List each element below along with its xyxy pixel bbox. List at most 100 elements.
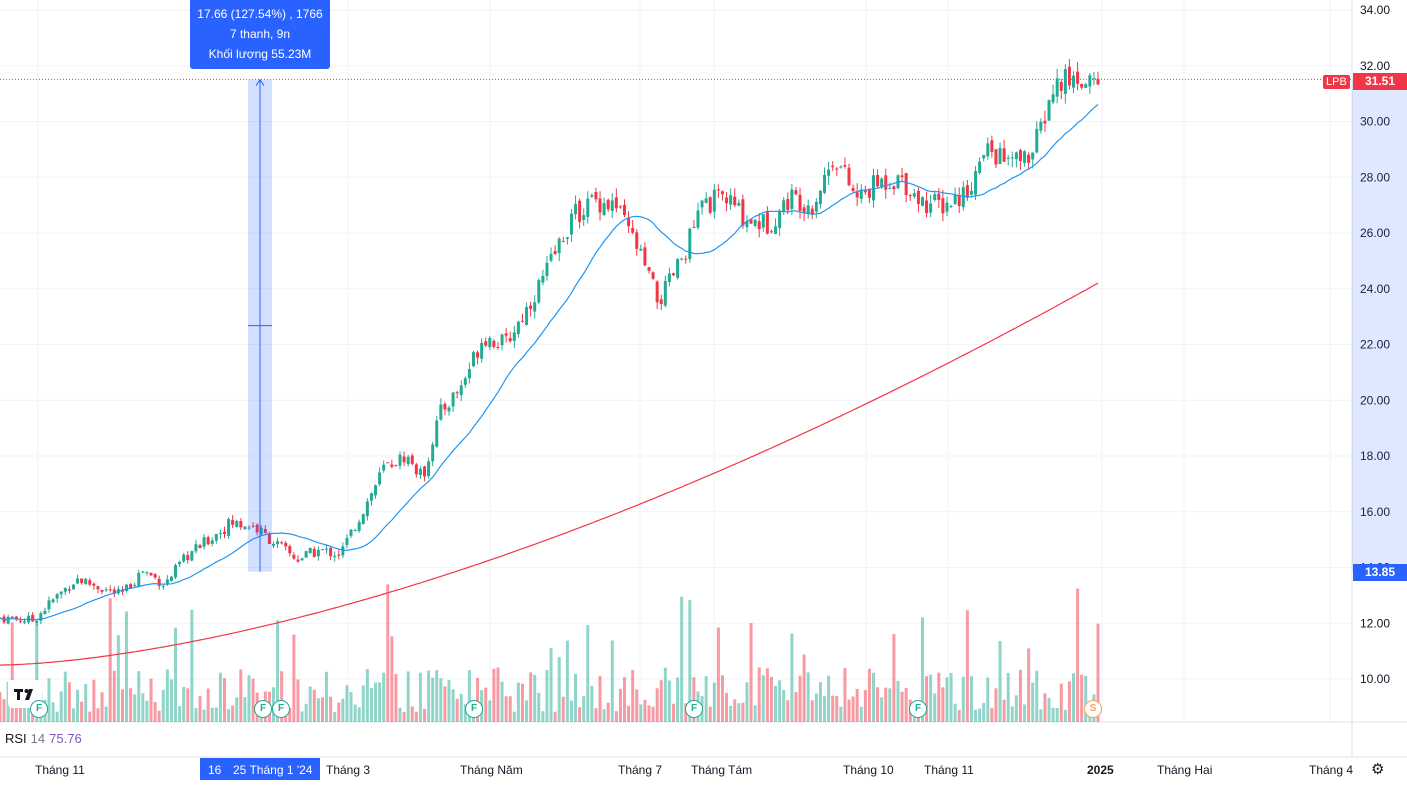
volume-bar — [276, 620, 280, 722]
volume-bar — [941, 687, 945, 722]
event-badge[interactable]: S — [1084, 700, 1102, 718]
volume-bar — [810, 700, 814, 722]
candle-body — [774, 226, 778, 235]
candle-body — [480, 342, 484, 359]
volume-bar — [496, 667, 500, 722]
volume-bar — [390, 636, 394, 722]
volume-bar — [863, 690, 867, 722]
event-badge[interactable]: F — [254, 700, 272, 718]
volume-bar — [325, 671, 329, 722]
volume-bar — [1080, 674, 1084, 722]
candle-body — [276, 541, 280, 545]
candle-body — [965, 185, 969, 198]
volume-bar — [210, 707, 214, 722]
candle-body — [100, 589, 104, 592]
volume-bar — [733, 699, 737, 722]
candle-body — [386, 462, 390, 464]
volume-bar — [778, 680, 782, 722]
candle-body — [14, 616, 18, 620]
candle-body — [986, 143, 990, 157]
candle-body — [361, 514, 365, 524]
price-tick-label: 16.00 — [1360, 505, 1390, 519]
volume-bar — [790, 633, 794, 722]
event-badge[interactable]: F — [685, 700, 703, 718]
candle-body — [178, 561, 182, 565]
volume-bar — [937, 672, 941, 722]
candle-body — [643, 247, 647, 266]
event-badge[interactable]: F — [272, 700, 290, 718]
volume-bar — [688, 600, 692, 722]
volume-bar — [202, 709, 206, 722]
volume-bar — [725, 692, 729, 722]
candle-body — [1039, 121, 1043, 131]
volume-bar — [206, 688, 210, 722]
volume-bar — [476, 677, 480, 722]
volume-bar — [145, 700, 149, 722]
volume-bar — [345, 685, 349, 722]
last-price-tag: 31.51 — [1353, 73, 1407, 90]
candle-body — [778, 210, 782, 228]
settings-gear-icon[interactable]: ⚙ — [1371, 761, 1385, 778]
volume-bar — [1055, 707, 1059, 722]
volume-bar — [329, 696, 333, 722]
candle-body — [410, 455, 414, 464]
candle-body — [484, 341, 488, 346]
time-axis-highlight: 16 25 Tháng 1 '24 — [200, 758, 320, 780]
candle-body — [504, 333, 508, 336]
price-tick-label: 32.00 — [1360, 59, 1390, 73]
volume-bar — [818, 682, 822, 722]
volume-bar — [1018, 669, 1022, 722]
volume-bar — [435, 670, 439, 722]
rsi-legend[interactable]: RSI 14 75.76 — [5, 731, 82, 746]
candle-body — [745, 220, 749, 228]
volume-bar — [288, 707, 292, 722]
candle-body — [1076, 71, 1080, 84]
candle-body — [51, 599, 55, 603]
volume-bar — [406, 671, 410, 722]
candle-body — [492, 340, 496, 347]
candle-body — [929, 203, 933, 213]
event-badge[interactable]: F — [909, 700, 927, 718]
volume-bar — [533, 674, 537, 722]
volume-bar — [720, 675, 724, 722]
candle-body — [769, 231, 773, 233]
candle-body — [133, 584, 137, 587]
volume-bar — [492, 668, 496, 722]
volume-bar — [292, 634, 296, 722]
candle-body — [455, 392, 459, 394]
candle-body — [500, 334, 504, 346]
time-tick-label: Tháng 11 — [924, 763, 974, 777]
price-axis[interactable]: 34.00 32.00 30.00 28.00 26.00 24.00 22.00 20.00… — [1360, 3, 1390, 686]
candle-body — [937, 193, 941, 200]
candle-body — [957, 194, 961, 206]
volume-bar — [843, 667, 847, 722]
candle-body — [67, 589, 71, 591]
volume-bar — [647, 705, 651, 722]
volume-bar — [1014, 695, 1018, 722]
volume-bar — [1059, 683, 1063, 722]
volume-bar — [418, 672, 422, 722]
candle-body — [288, 546, 292, 554]
event-badge[interactable]: F — [465, 700, 483, 718]
volume-bar — [431, 677, 435, 722]
event-badge[interactable]: F — [30, 700, 48, 718]
candle-body — [1067, 66, 1071, 86]
volume-bar — [231, 705, 235, 722]
time-axis[interactable]: Tháng 11 Tháng 3 Tháng Năm Tháng 7 Tháng Tám… — [0, 759, 1407, 781]
measure-tool[interactable] — [248, 78, 1407, 780]
candle-body — [961, 187, 965, 208]
volume-bar — [1023, 704, 1027, 722]
candle-body — [227, 519, 231, 536]
rsi-period: 14 — [30, 731, 46, 746]
measure-volume: Khối lượng 55.23M — [208, 47, 312, 61]
candle-body — [153, 573, 157, 578]
tradingview-logo[interactable] — [8, 680, 42, 708]
volume-bar — [96, 708, 100, 722]
candle-body — [827, 169, 831, 176]
candle-body — [1072, 75, 1076, 88]
volume-bar — [1047, 697, 1051, 722]
volume-bar — [198, 696, 202, 722]
volume-bar — [308, 686, 312, 722]
candle-body — [761, 214, 765, 228]
